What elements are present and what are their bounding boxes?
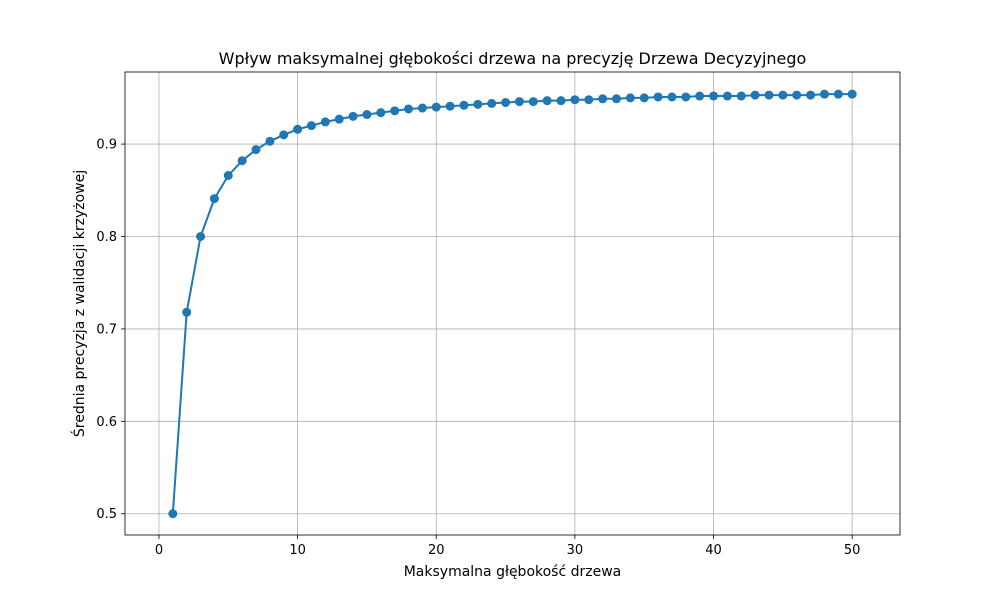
data-point [625,93,635,103]
data-point [445,101,455,111]
data-point [542,96,552,106]
data-point [459,100,469,110]
data-point [709,91,719,101]
data-point [778,90,788,100]
data-point [182,307,192,317]
y-axis-label: Średnia precyzja z walidacji krzyżowej [70,170,88,437]
data-point [736,91,746,101]
data-point [528,97,538,107]
data-point [168,509,178,519]
data-point [514,97,524,107]
data-point [431,102,441,112]
data-point [362,110,372,120]
series-line [171,93,853,514]
data-point [334,114,344,124]
y-tick-label: 0.5 [96,507,117,522]
data-point [598,94,608,104]
data-point [417,103,427,113]
data-point [556,96,566,106]
data-point [750,90,760,100]
y-tick-label: 0.6 [96,415,117,430]
data-point [806,90,816,100]
data-point [293,124,303,134]
x-axis-label: Maksymalna głębokość drzewa [404,564,622,580]
data-point [223,171,233,181]
data-point [792,90,802,100]
y-tick-label: 0.7 [96,322,117,337]
data-point [667,92,677,102]
data-point [306,121,316,131]
data-point [320,117,330,127]
data-point [279,130,289,140]
data-point [404,104,414,114]
data-point [833,89,843,99]
data-point [265,136,275,146]
x-tick-label: 10 [289,543,306,558]
chart-title: Wpływ maksymalnej głębokości drzewa na p… [219,49,807,68]
x-tick-label: 20 [428,543,445,558]
data-point [819,89,829,99]
x-tick-label: 30 [567,543,584,558]
data-point [251,145,261,155]
x-tick-label: 0 [155,543,163,558]
y-tick-label: 0.9 [96,138,117,153]
series-layer [168,89,857,519]
data-point [695,91,705,101]
data-point [209,194,219,204]
x-tick-label: 40 [705,543,722,558]
data-point [639,93,649,103]
data-point [473,99,483,109]
data-point [348,111,358,121]
data-point [681,92,691,102]
grid [125,72,900,535]
y-tick-label: 0.8 [96,230,117,245]
plot-frame [124,71,901,536]
data-point [653,92,663,102]
data-point [376,108,386,118]
data-point [584,95,594,105]
data-point [501,97,511,107]
data-point [847,89,857,99]
ticks: 0 10 20 30 40 50 0.5 0.6 0.7 0.8 0.9 [96,138,860,558]
data-point [722,91,732,101]
data-point [570,95,580,105]
data-point [196,231,206,241]
data-point [611,94,621,104]
x-tick-label: 50 [844,543,861,558]
data-point [487,98,497,108]
data-point [237,156,247,166]
data-point [764,90,774,100]
data-point [390,106,400,116]
